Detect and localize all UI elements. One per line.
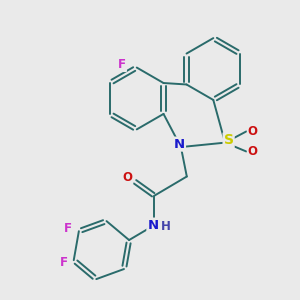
Text: N: N <box>147 219 158 232</box>
Text: F: F <box>59 256 68 269</box>
Text: H: H <box>161 220 170 233</box>
Text: S: S <box>224 133 234 147</box>
Text: O: O <box>248 125 258 138</box>
Text: F: F <box>64 222 72 235</box>
Text: O: O <box>122 171 132 184</box>
Text: N: N <box>174 138 185 151</box>
Text: O: O <box>248 145 258 158</box>
Text: F: F <box>118 58 126 71</box>
